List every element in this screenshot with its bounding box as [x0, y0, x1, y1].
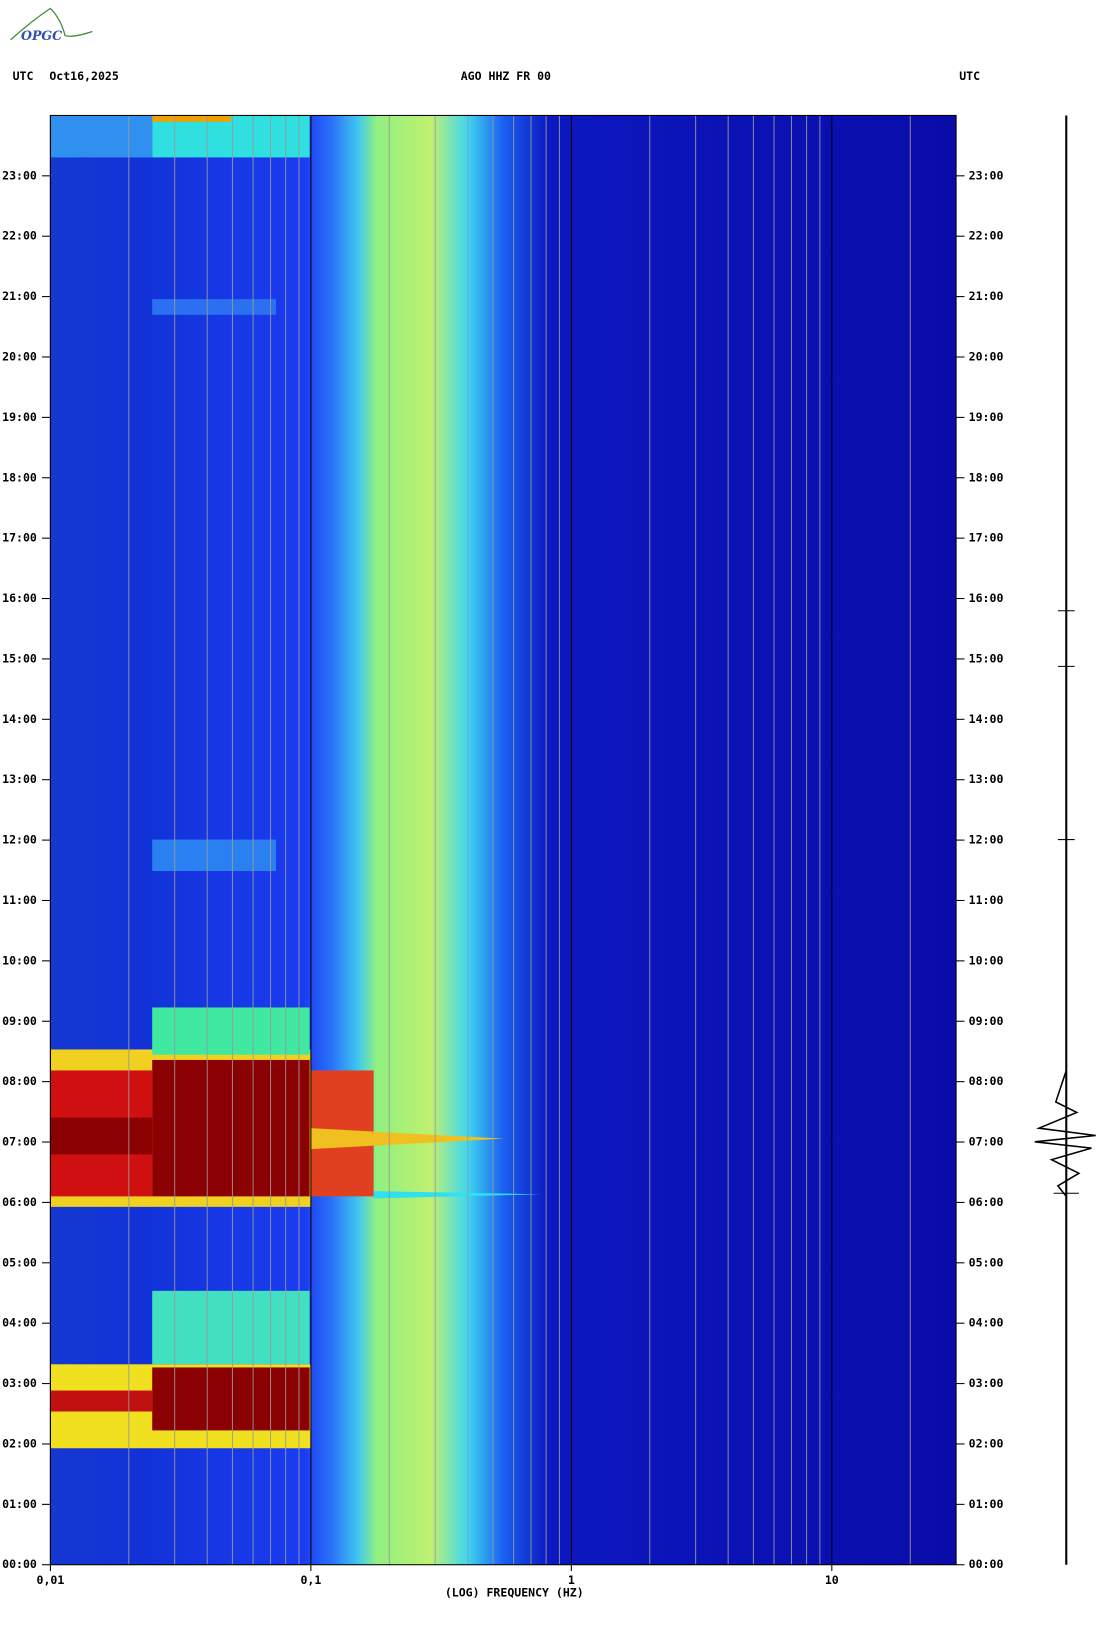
left-label: UTC	[13, 69, 34, 83]
y-tick-label: 03:00	[969, 1376, 1004, 1390]
right-label: UTC	[959, 69, 980, 83]
x-tick-label: 0,01	[37, 1573, 65, 1587]
y-tick-label: 11:00	[969, 893, 1004, 907]
y-tick-label: 16:00	[969, 591, 1004, 605]
y-tick-label: 09:00	[969, 1014, 1004, 1028]
y-tick-label: 14:00	[969, 712, 1004, 726]
y-tick-label: 17:00	[969, 531, 1004, 545]
y-tick-label: 06:00	[2, 1195, 37, 1209]
y-tick-label: 12:00	[2, 833, 37, 847]
y-tick-label: 02:00	[2, 1436, 37, 1450]
y-tick-label: 07:00	[969, 1135, 1004, 1149]
y-tick-label: 10:00	[2, 953, 37, 967]
date: Oct16,2025	[49, 69, 118, 83]
y-tick-label: 05:00	[969, 1255, 1004, 1269]
y-tick-label: 13:00	[969, 772, 1004, 786]
x-tick-label: 0,1	[300, 1573, 321, 1587]
spectrogram	[50, 115, 957, 1565]
y-tick-label: 08:00	[2, 1074, 37, 1088]
y-tick-label: 10:00	[969, 953, 1004, 967]
logo-mark	[10, 7, 93, 41]
x-tick-label: 1	[568, 1573, 575, 1587]
y-tick-label: 06:00	[969, 1195, 1004, 1209]
y-tick-label: 16:00	[2, 591, 37, 605]
y-tick-label: 20:00	[969, 349, 1004, 363]
y-tick-label: 18:00	[969, 470, 1004, 484]
title: AGO HHZ FR 00	[461, 69, 551, 83]
y-tick-label: 19:00	[969, 410, 1004, 424]
x-axis-label: (LOG) FREQUENCY (HZ)	[445, 1586, 584, 1600]
y-tick-label: 04:00	[969, 1316, 1004, 1330]
y-tick-label: 08:00	[969, 1074, 1004, 1088]
y-tick-label: 21:00	[969, 289, 1004, 303]
y-tick-label: 23:00	[969, 168, 1004, 182]
y-tick-label: 01:00	[969, 1497, 1004, 1511]
y-tick-label: 07:00	[2, 1135, 37, 1149]
y-tick-label: 18:00	[2, 470, 37, 484]
x-tick-label: 10	[825, 1573, 839, 1587]
y-tick-label: 21:00	[2, 289, 37, 303]
seismogram	[1034, 115, 1096, 1565]
y-tick-label: 03:00	[2, 1376, 37, 1390]
y-tick-label: 12:00	[969, 833, 1004, 847]
y-tick-label: 00:00	[969, 1557, 1004, 1571]
y-tick-label: 17:00	[2, 531, 37, 545]
y-tick-label: 15:00	[2, 651, 37, 665]
logo: OPGC	[21, 28, 62, 43]
y-tick-label: 22:00	[2, 229, 37, 243]
y-tick-label: 00:00	[2, 1557, 37, 1571]
y-tick-label: 01:00	[2, 1497, 37, 1511]
y-tick-label: 23:00	[2, 168, 37, 182]
y-tick-label: 04:00	[2, 1316, 37, 1330]
y-tick-label: 20:00	[2, 349, 37, 363]
y-tick-label: 13:00	[2, 772, 37, 786]
y-tick-label: 02:00	[969, 1436, 1004, 1450]
y-tick-label: 09:00	[2, 1014, 37, 1028]
y-tick-label: 22:00	[969, 229, 1004, 243]
y-tick-label: 05:00	[2, 1255, 37, 1269]
y-tick-label: 15:00	[969, 651, 1004, 665]
y-tick-label: 19:00	[2, 410, 37, 424]
y-tick-label: 11:00	[2, 893, 37, 907]
y-tick-label: 14:00	[2, 712, 37, 726]
